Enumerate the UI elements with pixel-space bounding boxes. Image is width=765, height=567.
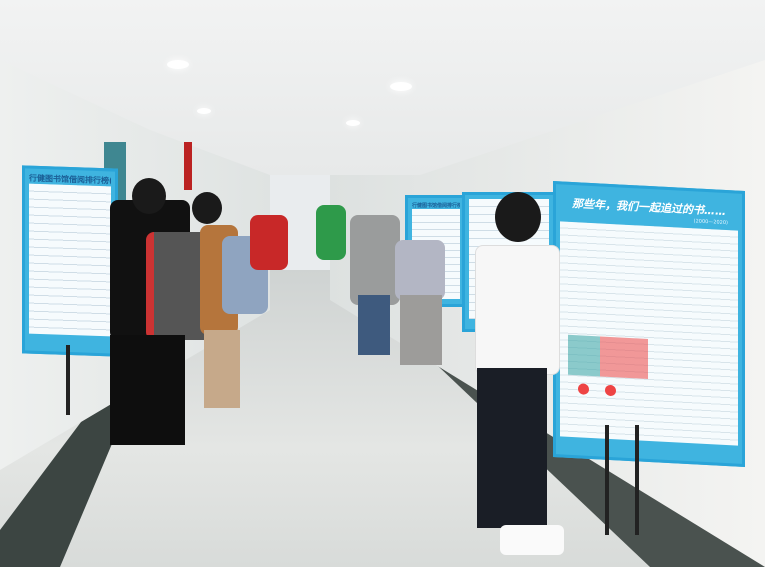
person-gray-pants <box>400 295 442 365</box>
pie-chart-image <box>605 384 616 397</box>
poster-left-table <box>29 183 111 337</box>
person-head <box>495 192 541 242</box>
poster-bar-chart-image <box>568 334 648 379</box>
person-red-jacket <box>250 215 288 270</box>
ceiling-light <box>390 82 412 91</box>
poster-right: 那些年，我们一起追过的书…… (2000—2020) <box>553 180 745 468</box>
person-jeans <box>358 295 390 355</box>
ceiling-light <box>346 120 360 126</box>
ceiling-light <box>197 108 211 114</box>
poster-stand <box>605 425 609 535</box>
person-white-hoodie <box>475 245 560 375</box>
person-dark-jeans <box>477 368 547 528</box>
pie-chart-image <box>578 383 589 395</box>
person-gray-coat <box>350 215 400 305</box>
poster-left: 行健图书馆借阅排行榜(2020年) <box>22 165 118 357</box>
sneakers <box>500 525 564 555</box>
person-lavender-hoodie <box>395 240 445 300</box>
poster-stand <box>635 425 639 535</box>
poster-middle-title: 行健图书馆借阅排行榜(2006-2007年) <box>412 203 460 209</box>
poster-right-body <box>560 221 738 446</box>
ceiling-light <box>167 60 189 69</box>
person-green-hoodie <box>316 205 346 260</box>
poster-stand <box>66 345 70 415</box>
red-pillar <box>184 142 192 190</box>
person-khaki-pants <box>204 330 240 408</box>
person-black-pants <box>110 335 185 445</box>
person-head <box>132 178 166 214</box>
person-head <box>192 192 222 224</box>
